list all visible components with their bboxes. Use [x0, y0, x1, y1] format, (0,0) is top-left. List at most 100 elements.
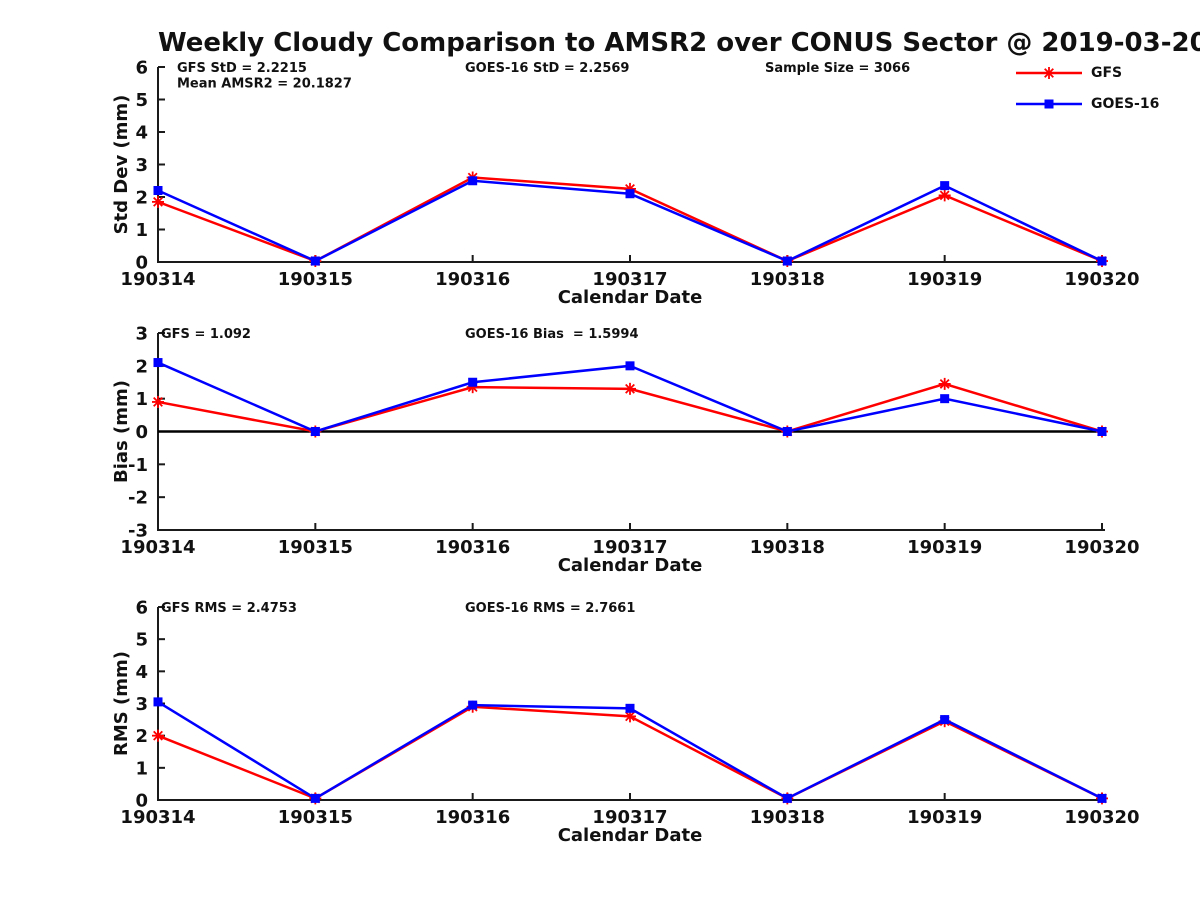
y-tick-label: 0 [135, 253, 148, 274]
goes16-line-square-marker-icon [1016, 99, 1082, 108]
x-tick-label: 190320 [1064, 537, 1139, 558]
annotation: GFS RMS = 2.4753 [161, 601, 297, 616]
square-marker [310, 793, 320, 803]
x-tick-label: 190317 [592, 269, 667, 290]
gfs-line-asterisk-marker-icon [1016, 66, 1082, 79]
y-tick-label: 4 [135, 123, 148, 144]
y-axis-label: Bias (mm) [111, 380, 132, 483]
x-tick-label: 190318 [750, 807, 825, 828]
y-tick-label: 2 [135, 188, 148, 209]
asterisk-marker [152, 729, 164, 742]
x-tick-label: 190316 [435, 269, 510, 290]
square-marker [310, 256, 320, 266]
legend-item-goes16: GOES-16 [1016, 88, 1159, 119]
x-tick-label: 190320 [1064, 807, 1139, 828]
asterisk-marker [938, 377, 951, 390]
square-marker [625, 189, 635, 199]
annotation: GFS = 1.092 [161, 327, 251, 342]
square-marker [468, 700, 478, 710]
square-marker [940, 181, 950, 191]
square-marker [468, 176, 478, 186]
square-marker [1097, 427, 1107, 436]
y-tick-label: 1 [135, 220, 148, 241]
y-tick-label: 4 [135, 662, 148, 683]
x-tick-label: 190319 [907, 807, 982, 828]
x-tick-label: 190316 [435, 807, 510, 828]
y-tick-label: 3 [135, 324, 148, 345]
square-marker [1097, 256, 1107, 266]
y-tick-label: -2 [128, 488, 148, 509]
legend-label-goes16: GOES-16 [1091, 95, 1160, 112]
legend-label-gfs: GFS [1091, 64, 1123, 81]
y-tick-label: 1 [135, 389, 148, 410]
x-tick-label: 190315 [278, 269, 353, 290]
series-line-GOES-16 [157, 361, 1103, 433]
asterisk-marker [152, 395, 164, 408]
subplot-rms-mm: 0 1 2 3 4 5 6 190314 190315 190316 190317 190318 190… [111, 598, 1140, 847]
y-tick-label: -1 [128, 455, 148, 476]
y-tick-label: 6 [135, 598, 148, 619]
x-tick-label: 190317 [592, 807, 667, 828]
y-tick-label: 3 [135, 694, 148, 715]
annotation: Sample Size = 3066 [765, 61, 910, 76]
annotation: GOES-16 RMS = 2.7661 [465, 601, 635, 616]
x-tick-label: 190316 [435, 537, 510, 558]
asterisk-marker [624, 382, 636, 395]
x-axis-label: Calendar Date [558, 555, 703, 576]
legend-item-gfs: GFS [1016, 57, 1159, 88]
square-marker [782, 793, 792, 803]
square-marker [153, 186, 163, 195]
asterisk-marker [938, 189, 951, 202]
square-marker [625, 703, 635, 713]
figure-title: Weekly Cloudy Comparison to AMSR2 over C… [158, 28, 1200, 58]
y-tick-label: 1 [135, 758, 148, 779]
legend: GFS GOES-16 [1016, 57, 1159, 119]
y-axis-label: Std Dev (mm) [111, 95, 132, 235]
x-axis-label: Calendar Date [558, 825, 703, 846]
x-tick-label: 190315 [278, 537, 353, 558]
x-tick-label: 190314 [120, 537, 195, 558]
square-marker [782, 256, 792, 266]
square-marker [625, 361, 635, 371]
annotation: GOES-16 StD = 2.2569 [465, 61, 629, 76]
y-tick-label: 5 [135, 90, 148, 111]
y-tick-label: -3 [128, 521, 148, 542]
asterisk-marker [152, 195, 164, 208]
x-tick-label: 190319 [907, 537, 982, 558]
asterisk-marker [624, 710, 636, 723]
annotation: Mean AMSR2 = 20.1827 [177, 77, 352, 92]
y-tick-label: 3 [135, 155, 148, 176]
x-tick-label: 190317 [592, 537, 667, 558]
asterisk-marker [1043, 66, 1055, 79]
x-tick-label: 190319 [907, 269, 982, 290]
y-tick-label: 0 [135, 791, 148, 812]
x-tick-label: 190314 [120, 807, 195, 828]
square-marker [153, 697, 163, 707]
square-marker [782, 427, 792, 436]
x-axis-label: Calendar Date [558, 287, 703, 308]
y-tick-label: 6 [135, 58, 148, 79]
x-tick-label: 190318 [750, 537, 825, 558]
x-tick-label: 190315 [278, 807, 353, 828]
square-marker [310, 427, 320, 436]
annotation: GFS StD = 2.2215 [177, 61, 307, 76]
y-tick-label: 0 [135, 422, 148, 443]
y-tick-label: 2 [135, 726, 148, 747]
square-marker [1044, 99, 1054, 108]
y-tick-label: 5 [135, 630, 148, 651]
square-marker [153, 358, 163, 368]
x-tick-label: 190318 [750, 269, 825, 290]
square-marker [940, 394, 950, 404]
y-axis-label: RMS (mm) [111, 651, 132, 756]
annotation: GOES-16 Bias = 1.5994 [465, 327, 639, 342]
subplot-std-dev-mm: 0 1 2 3 4 5 6 190314 190315 190316 190317 190318 190… [111, 58, 1140, 309]
square-marker [468, 377, 478, 387]
square-marker [940, 715, 950, 725]
x-tick-label: 190320 [1064, 269, 1139, 290]
x-tick-label: 190314 [120, 269, 195, 290]
square-marker [1097, 793, 1107, 803]
y-tick-label: 2 [135, 356, 148, 377]
